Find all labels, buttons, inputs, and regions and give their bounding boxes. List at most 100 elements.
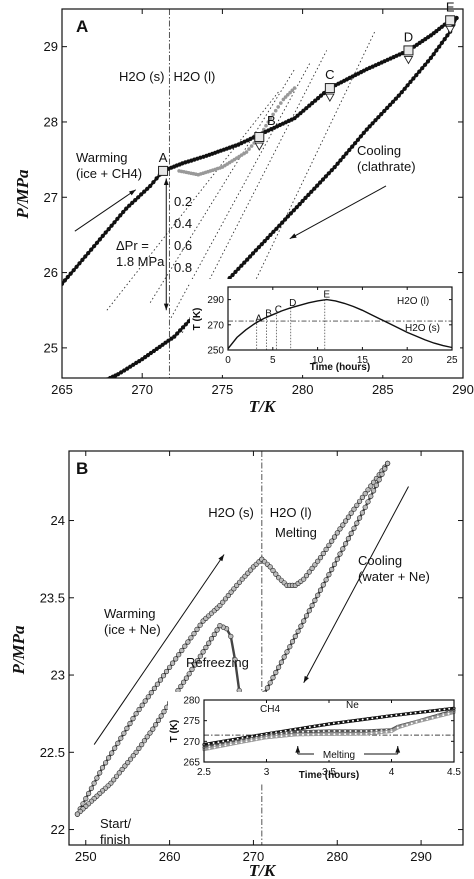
cooling-point bbox=[271, 229, 276, 234]
inset-b-melting-label-bg bbox=[314, 747, 364, 760]
warming-point bbox=[148, 183, 153, 189]
warming-point bbox=[94, 240, 100, 245]
warming-point bbox=[154, 681, 160, 687]
inset-a-x-label: Time (hours) bbox=[310, 362, 370, 373]
cooling-point bbox=[147, 730, 153, 736]
melt_excursion-point bbox=[326, 542, 332, 548]
inset-b-series-point bbox=[289, 730, 294, 734]
inset-b-series-point bbox=[311, 729, 316, 734]
warming-arrow bbox=[93, 554, 225, 745]
warming-point bbox=[118, 735, 124, 741]
warming-arrow bbox=[74, 189, 137, 232]
cooling-point bbox=[285, 214, 291, 219]
metastable-point bbox=[268, 116, 273, 120]
melt_excursion-point bbox=[323, 546, 329, 553]
warming-point bbox=[65, 274, 70, 280]
cooling-point bbox=[439, 40, 444, 46]
cooling-point bbox=[364, 127, 369, 132]
warming-point bbox=[188, 635, 194, 641]
cooling-point bbox=[365, 499, 371, 505]
inset-b-series-point bbox=[442, 707, 447, 712]
cooling-point bbox=[214, 627, 220, 633]
inset-b-series-point bbox=[306, 732, 310, 737]
inset-b-series-point bbox=[413, 711, 418, 715]
inset-b-series-point bbox=[244, 739, 249, 743]
panel-a-x-tick-label: 290 bbox=[452, 382, 474, 397]
cooling-point bbox=[312, 597, 318, 604]
melt_excursion-point bbox=[368, 483, 374, 489]
inset-b-series-point bbox=[308, 725, 312, 729]
panel-a-y-tick-label: 26 bbox=[44, 265, 58, 280]
cooling-point bbox=[180, 325, 186, 330]
inset-b-series-point bbox=[384, 730, 389, 734]
inset-b-y-tick-label: 270 bbox=[183, 737, 200, 748]
cooling-point bbox=[160, 342, 165, 347]
inset-a-marker-label: D bbox=[289, 298, 296, 309]
cooling-point bbox=[301, 618, 307, 624]
melt_excursion-point bbox=[329, 538, 335, 544]
warming-point bbox=[313, 98, 318, 103]
cooling-point bbox=[318, 180, 323, 185]
panel-a-x-tick-label: 275 bbox=[212, 382, 234, 397]
inset-b-series-point bbox=[311, 732, 316, 737]
cooling-point bbox=[371, 488, 377, 494]
warming-point bbox=[142, 189, 147, 194]
cooling-point bbox=[161, 708, 167, 715]
inset-b-series-point bbox=[364, 729, 369, 733]
cooling-point bbox=[315, 592, 321, 598]
panel-b-frame bbox=[68, 450, 464, 846]
cooling-point bbox=[130, 753, 136, 759]
warming-point bbox=[124, 725, 130, 732]
cooling-point bbox=[303, 613, 310, 619]
cooling-point bbox=[431, 52, 436, 57]
inset-a-x-tick-label: 20 bbox=[402, 355, 414, 366]
cooling-point bbox=[270, 674, 276, 681]
warming-point bbox=[307, 103, 312, 108]
cooling-point bbox=[217, 622, 223, 629]
inset-b-series-point bbox=[394, 713, 398, 717]
cooling-point bbox=[134, 360, 139, 365]
cooling-point bbox=[411, 76, 416, 81]
phase-label-solid: H2O (s) bbox=[208, 505, 254, 520]
inset-b-series-point bbox=[420, 718, 424, 723]
cooling-point bbox=[343, 541, 349, 547]
cooling-point bbox=[312, 186, 317, 191]
warming-point bbox=[301, 108, 306, 113]
cooling-point bbox=[197, 653, 203, 659]
warming-arrow-head bbox=[128, 189, 136, 196]
delta-p-label: ΔPr = bbox=[116, 238, 149, 253]
inset-a-x-tick-label: 15 bbox=[357, 355, 369, 366]
cooling-point bbox=[248, 254, 253, 259]
cooling-point bbox=[133, 749, 139, 755]
cooling-point bbox=[368, 493, 374, 499]
warming-point bbox=[124, 206, 129, 211]
warming-point bbox=[154, 176, 159, 181]
cooling-point bbox=[158, 713, 164, 719]
inset-b-series-point bbox=[423, 710, 427, 714]
cooling-point bbox=[122, 368, 127, 373]
warming-point bbox=[112, 745, 118, 751]
inset-b-series-point bbox=[400, 724, 405, 728]
cooling-point bbox=[280, 220, 285, 225]
cooling-point bbox=[74, 811, 80, 817]
cooling-point bbox=[211, 631, 217, 638]
cooling-label: (water + Ne) bbox=[358, 569, 430, 584]
cooling-point bbox=[136, 745, 142, 752]
cooling-point bbox=[139, 741, 145, 748]
cooling-point bbox=[265, 235, 270, 241]
cooling-point bbox=[425, 59, 431, 64]
inset-b-series-point bbox=[385, 714, 389, 718]
inset-b-x-tick-label: 2.5 bbox=[197, 767, 211, 778]
inset-b-series-point bbox=[418, 710, 422, 714]
cooling-point bbox=[298, 623, 304, 629]
warming-point bbox=[228, 589, 234, 595]
cooling-point bbox=[256, 245, 261, 250]
cooling-point bbox=[245, 257, 250, 262]
cooling-label: Cooling bbox=[357, 143, 401, 158]
inset-b-series-point bbox=[351, 719, 355, 723]
inset-b-series-point bbox=[223, 743, 227, 747]
warming-point bbox=[109, 750, 115, 756]
cooling-point bbox=[178, 683, 184, 690]
panel-a-x-tick-label: 285 bbox=[372, 382, 394, 397]
